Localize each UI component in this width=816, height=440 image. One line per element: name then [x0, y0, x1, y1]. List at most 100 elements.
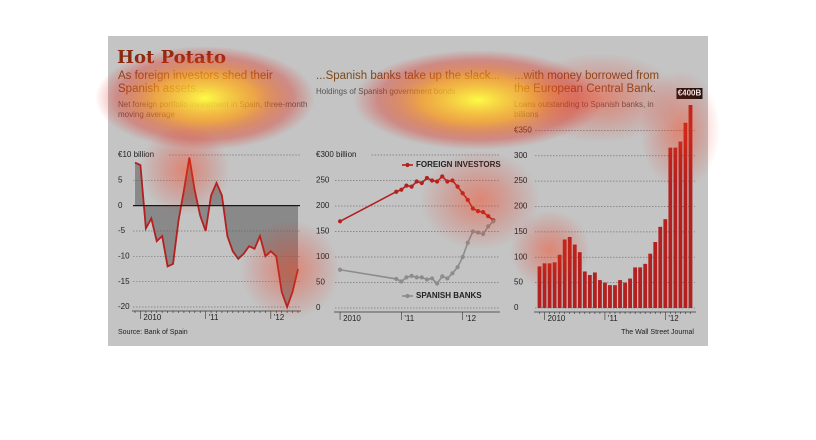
point: [486, 224, 491, 229]
bar: [618, 280, 622, 308]
panel-heading: As foreign investors shed their Spanish …: [118, 70, 273, 95]
y-tick-label: 250: [514, 176, 528, 185]
bar: [592, 272, 597, 308]
bar: [582, 271, 587, 308]
panel-subtitle: Net foreign portfolio investment in Spai…: [118, 100, 308, 119]
point: [419, 275, 424, 280]
y-tick-label: 0: [514, 303, 519, 312]
bar: [567, 236, 572, 308]
x-tick-label: 2010: [548, 314, 566, 323]
bar: [643, 263, 648, 308]
y-tick-label: 5: [118, 175, 123, 184]
x-tick-label: '11: [404, 314, 414, 323]
legend-marker: [405, 162, 410, 168]
y-tick-label: 100: [316, 252, 330, 261]
bar: [648, 253, 653, 308]
point: [404, 275, 409, 280]
y-tick-label: €300 billion: [316, 150, 356, 159]
y-tick-label: 0: [316, 303, 321, 312]
point: [465, 240, 470, 245]
bar: [542, 263, 547, 308]
point: [475, 230, 481, 235]
point: [465, 197, 470, 202]
x-tick-label: '11: [209, 313, 219, 322]
point: [435, 281, 440, 286]
point: [414, 275, 419, 280]
point: [455, 184, 460, 189]
point: [409, 273, 414, 278]
credit: The Wall Street Journal: [621, 329, 694, 336]
bar: [587, 275, 592, 308]
x-tick-label: '12: [668, 314, 679, 323]
bar: [537, 266, 542, 308]
point: [429, 276, 435, 281]
point: [440, 274, 445, 279]
source-note: Source: Bank of Spain: [118, 329, 188, 336]
bar: [668, 147, 673, 308]
point: [424, 277, 430, 282]
bar: [608, 285, 612, 308]
point: [445, 179, 450, 184]
bar: [638, 267, 643, 308]
x-tick-label: '12: [466, 314, 477, 323]
bar: [562, 239, 567, 308]
y-tick-label: -20: [118, 302, 130, 311]
y-tick-label: -15: [118, 277, 130, 286]
panel-heading: ...Spanish banks take up the slack...: [316, 70, 501, 82]
point: [480, 210, 486, 215]
point: [460, 191, 465, 196]
bar: [623, 282, 627, 308]
y-tick-label: €10 billion: [118, 150, 154, 159]
y-tick-label: 0: [118, 201, 123, 210]
bar: [663, 219, 668, 308]
x-tick-label: '11: [608, 314, 618, 323]
point: [337, 267, 343, 272]
bar: [633, 267, 638, 308]
bar: [613, 285, 617, 308]
point: [399, 187, 404, 192]
bar: [597, 280, 602, 308]
point: [424, 175, 430, 181]
point: [460, 254, 465, 260]
point: [455, 265, 460, 270]
point: [445, 276, 450, 281]
point: [429, 178, 435, 183]
bar: [603, 282, 607, 308]
point: [399, 279, 404, 284]
bar: [683, 122, 688, 308]
panel-subtitle: Holdings of Spanish government bonds: [316, 87, 456, 96]
y-tick-label: -10: [118, 251, 130, 260]
page-title: Hot Potato: [117, 47, 226, 68]
point: [435, 179, 440, 184]
y-tick-label: -5: [118, 226, 126, 235]
y-tick-label: 300: [514, 151, 528, 160]
point: [394, 276, 399, 282]
point: [394, 189, 399, 194]
legend-label: FOREIGN INVESTORS: [416, 160, 501, 169]
point: [419, 180, 424, 186]
y-tick-label: 150: [316, 227, 330, 236]
x-tick-label: 2010: [343, 314, 361, 323]
point: [404, 183, 409, 188]
point: [475, 209, 481, 214]
legend-label: SPANISH BANKS: [416, 291, 482, 300]
y-tick-label: 100: [514, 252, 528, 261]
y-tick-label: 50: [514, 278, 523, 287]
point: [450, 271, 455, 276]
bar: [628, 278, 633, 308]
y-tick-label: €350: [514, 125, 532, 134]
bar: [547, 263, 552, 308]
annotation: €400B: [678, 89, 702, 98]
panel-heading: ...with money borrowed from the European…: [514, 70, 660, 95]
x-tick-label: 2010: [143, 313, 161, 322]
point: [414, 179, 419, 184]
y-tick-label: 200: [514, 202, 528, 211]
legend-marker: [405, 293, 410, 299]
point: [470, 206, 476, 211]
x-tick-label: '12: [274, 313, 285, 322]
bar: [577, 252, 582, 308]
bar: [678, 141, 683, 308]
bar: [653, 242, 658, 308]
